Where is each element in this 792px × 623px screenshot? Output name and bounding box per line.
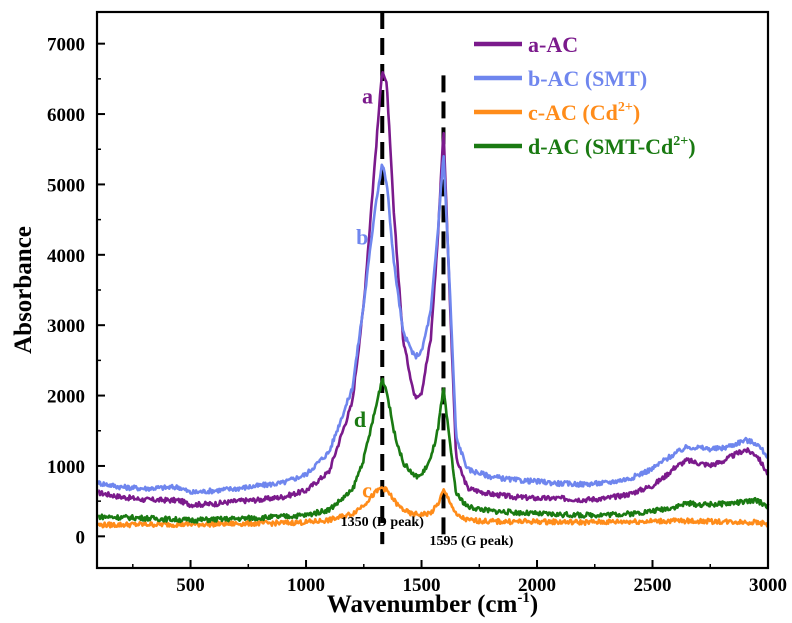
x-tick-label: 500 bbox=[176, 575, 205, 596]
axis-labels: Wavenumber (cm-1) Absorbance bbox=[10, 226, 538, 618]
legend: a-AC b-AC (SMT) c-AC (Cd2+) d-AC (SMT-Cd2+) bbox=[474, 32, 696, 159]
y-tick-label: 5000 bbox=[47, 175, 85, 196]
spectrum-series bbox=[96, 71, 770, 529]
x-tick-label: 1500 bbox=[403, 575, 441, 596]
axis-ticks: 500 1000 1500 2000 2500 3000 0 1000 2000 3000 4000… bbox=[47, 35, 787, 596]
legend-label-3: c-AC (Cd2+) bbox=[528, 100, 640, 125]
y-tick-label: 7000 bbox=[47, 35, 85, 56]
y-tick-label: 6000 bbox=[47, 105, 85, 126]
y-tick-label: 1000 bbox=[47, 457, 85, 478]
series-line-3 bbox=[97, 486, 769, 529]
y-axis-label: Absorbance bbox=[10, 226, 37, 354]
curve-label-c: c bbox=[362, 478, 372, 503]
curve-label-d: d bbox=[354, 407, 366, 432]
legend-label-4: d-AC (SMT-Cd2+) bbox=[528, 134, 696, 159]
reference-label-1: 1350 (D peak) bbox=[341, 515, 425, 530]
y-tick-label: 2000 bbox=[47, 387, 85, 408]
curve-label-a: a bbox=[362, 83, 373, 108]
x-tick-label: 3000 bbox=[749, 575, 787, 596]
legend-label-2: b-AC (SMT) bbox=[528, 66, 647, 91]
reference-label-2: 1595 (G peak) bbox=[429, 534, 513, 549]
series-line-2 bbox=[96, 155, 770, 495]
y-tick-label: 4000 bbox=[47, 246, 85, 267]
legend-label-1: a-AC bbox=[528, 32, 578, 57]
series-line-1 bbox=[97, 71, 770, 509]
curve-label-b: b bbox=[356, 224, 368, 249]
y-tick-label: 0 bbox=[76, 527, 86, 548]
x-tick-label: 2500 bbox=[634, 575, 672, 596]
x-tick-label: 1000 bbox=[287, 575, 325, 596]
x-tick-label: 2000 bbox=[518, 575, 556, 596]
x-axis-label: Wavenumber (cm-1) bbox=[327, 590, 538, 618]
y-tick-label: 3000 bbox=[47, 316, 85, 337]
curve-labels: a b d c 1350 (D peak) 1595 (G peak) bbox=[341, 83, 514, 549]
series-line-4 bbox=[97, 377, 770, 524]
